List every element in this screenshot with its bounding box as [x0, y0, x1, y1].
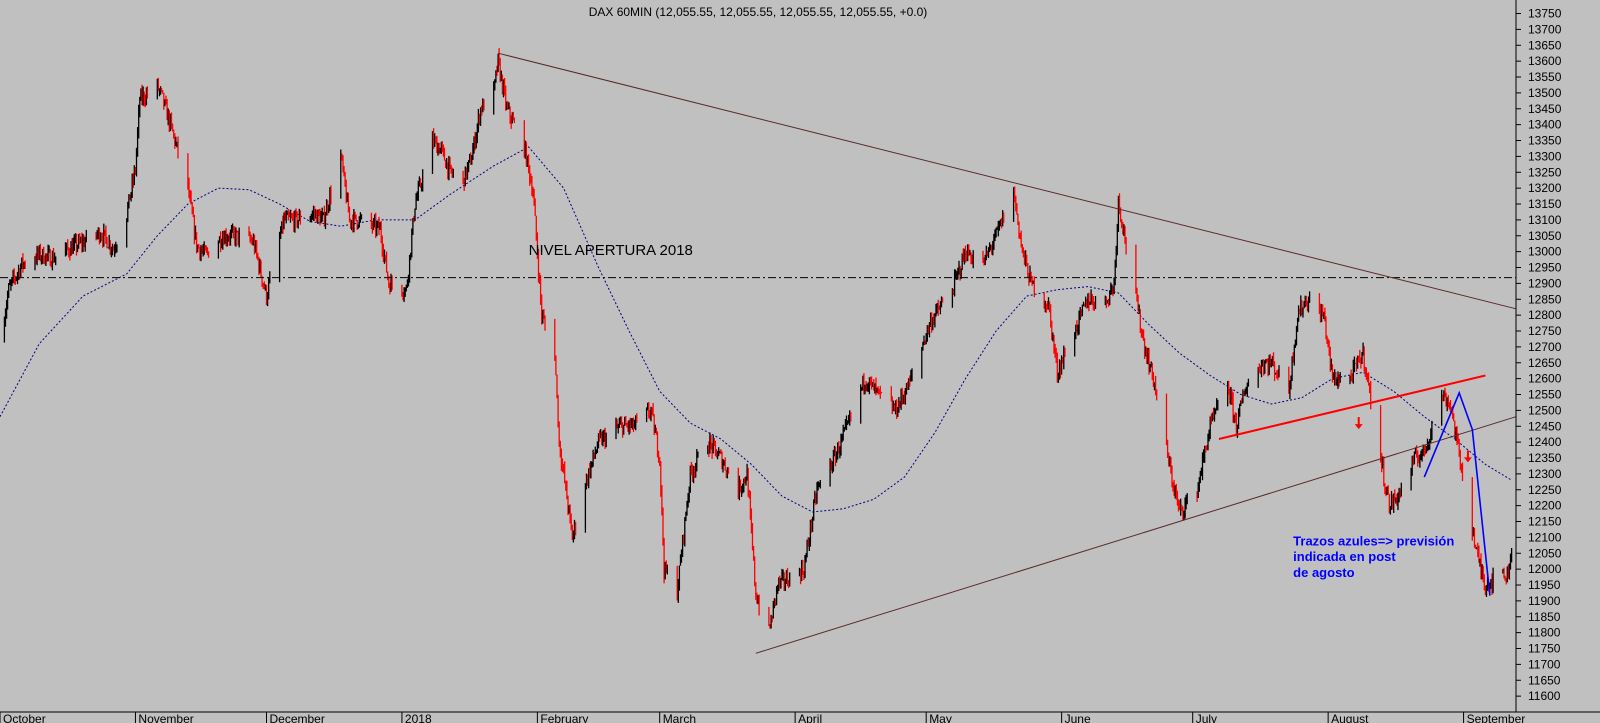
y-tick-label: 12750	[1528, 324, 1562, 338]
y-tick-label: 13450	[1528, 102, 1562, 116]
down-arrow-marker	[1463, 450, 1472, 463]
y-tick-label: 13500	[1528, 86, 1562, 100]
y-tick-label: 12350	[1528, 451, 1562, 465]
y-tick-label: 12600	[1528, 372, 1562, 386]
y-tick-label: 13550	[1528, 70, 1562, 84]
y-tick-label: 12650	[1528, 356, 1562, 370]
y-tick-label: 12200	[1528, 499, 1562, 513]
x-tick-label: February	[540, 712, 588, 723]
y-tick-label: 12400	[1528, 435, 1562, 449]
y-tick-label: 13300	[1528, 149, 1562, 163]
y-tick-label: 13050	[1528, 229, 1562, 243]
x-tick-label: December	[270, 712, 325, 723]
y-tick-label: 13750	[1528, 7, 1562, 21]
annotation-label: indicada en post	[1293, 549, 1396, 564]
y-tick-label: 12300	[1528, 467, 1562, 481]
y-tick-label: 12950	[1528, 261, 1562, 275]
x-tick-label: 2018	[405, 712, 432, 723]
y-tick-label: 11650	[1528, 673, 1561, 687]
downtrend-resistance-trendline	[497, 52, 1517, 310]
down-arrow-marker	[1354, 417, 1363, 430]
x-tick-label: September	[1467, 712, 1526, 723]
y-tick-label: 11750	[1528, 642, 1561, 656]
annotation-label: Trazos azules=> previsión	[1293, 533, 1454, 548]
x-tick-label: November	[138, 712, 193, 723]
y-tick-label: 11900	[1528, 594, 1561, 608]
y-tick-label: 11950	[1528, 578, 1561, 592]
y-tick-label: 13350	[1528, 134, 1562, 148]
y-tick-label: 11700	[1528, 657, 1561, 671]
y-tick-label: 12550	[1528, 388, 1562, 402]
y-tick-label: 13100	[1528, 213, 1562, 227]
marker-head	[1463, 457, 1472, 463]
y-tick-label: 12500	[1528, 403, 1562, 417]
red-support-trendline	[1218, 374, 1486, 440]
y-tick-label: 13700	[1528, 22, 1562, 36]
y-tick-label: 12000	[1528, 562, 1562, 576]
x-tick-label: May	[929, 712, 952, 723]
x-tick-label: July	[1196, 712, 1217, 723]
uptrend-support-trendline	[755, 416, 1517, 654]
y-tick-label: 12250	[1528, 483, 1562, 497]
chart-title: DAX 60MIN (12,055.55, 12,055.55, 12,055.…	[589, 5, 928, 19]
marker-head	[1354, 424, 1363, 430]
x-tick-label: August	[1331, 712, 1369, 723]
y-tick-label: 11600	[1528, 689, 1561, 703]
annotations-layer: NIVEL APERTURA 2018 Trazos azules=> previ…	[529, 242, 1472, 580]
y-tick-label: 13600	[1528, 54, 1562, 68]
x-tick-label: June	[1065, 712, 1091, 723]
y-tick-label: 12700	[1528, 340, 1562, 354]
y-tick-label: 12850	[1528, 292, 1562, 306]
y-tick-label: 12150	[1528, 515, 1562, 529]
blue-forecast-trendline	[1423, 390, 1491, 595]
y-tick-label: 13200	[1528, 181, 1562, 195]
y-tick-label: 12450	[1528, 419, 1562, 433]
annotation-label: de agosto	[1293, 565, 1354, 580]
y-tick-label: 12100	[1528, 530, 1562, 544]
y-tick-label: 11850	[1528, 610, 1561, 624]
x-tick-label: March	[663, 712, 696, 723]
y-tick-label: 12900	[1528, 276, 1562, 290]
y-tick-label: 13000	[1528, 245, 1562, 259]
y-tick-label: 12050	[1528, 546, 1562, 560]
price-bars-layer	[3, 48, 1513, 629]
y-tick-label: 13250	[1528, 165, 1562, 179]
x-tick-label: October	[3, 712, 46, 723]
trendlines-layer	[0, 52, 1517, 654]
annotation-label: NIVEL APERTURA 2018	[529, 242, 693, 259]
x-tick-label: April	[798, 712, 822, 723]
y-tick-label: 12800	[1528, 308, 1562, 322]
y-tick-label: 11800	[1528, 626, 1561, 640]
y-tick-label: 13150	[1528, 197, 1562, 211]
y-tick-label: 13400	[1528, 118, 1562, 132]
y-tick-label: 13650	[1528, 38, 1562, 52]
